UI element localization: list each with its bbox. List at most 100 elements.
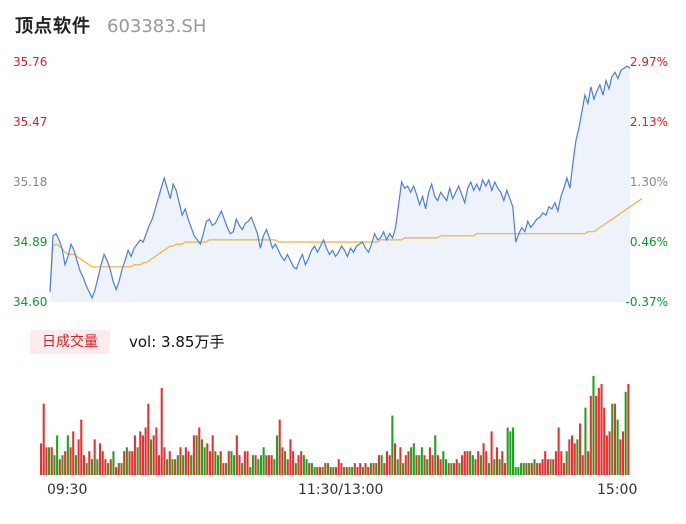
volume-bar (281, 447, 284, 475)
volume-bar (361, 467, 364, 475)
volume-bar (208, 451, 212, 475)
price-label-2: 35.47 (13, 115, 48, 129)
volume-bar (144, 427, 147, 475)
volume-bar (603, 407, 606, 475)
volume-bar (40, 443, 43, 475)
stock-name: 顶点软件 (15, 16, 91, 37)
volume-bar (549, 459, 552, 475)
volume-bar (385, 451, 389, 475)
volume-bar (525, 463, 528, 475)
volume-bar (621, 431, 625, 475)
volume-bar (158, 455, 161, 475)
volume-bar (278, 419, 281, 475)
volume-bar (211, 435, 214, 475)
volume-bar (439, 459, 442, 475)
volume-bar (528, 463, 531, 475)
volume-bar (262, 447, 265, 475)
volume-bar (329, 467, 332, 475)
price-label-4: 34.89 (13, 235, 48, 249)
volume-bar (313, 467, 316, 475)
volume-bar (394, 443, 397, 475)
volume-bar (45, 447, 48, 475)
volume-bar (74, 455, 77, 475)
volume-bar (423, 455, 426, 475)
volume-bar (131, 451, 134, 475)
volume-bar (292, 451, 295, 475)
volume-bar (104, 459, 107, 475)
volume-bar (318, 467, 321, 475)
change-label-4: 0.46% (629, 235, 668, 249)
volume-bar (503, 463, 507, 475)
volume-bar (294, 463, 297, 475)
time-label-open: 09:30 (47, 482, 88, 498)
change-label-5: -0.37% (625, 295, 668, 309)
volume-bar (380, 455, 383, 475)
volume-bar (276, 435, 279, 475)
volume-bar (372, 463, 375, 475)
volume-bar (82, 455, 85, 475)
volume-bar (265, 455, 268, 475)
daily-volume-tab[interactable]: 日成交量 (30, 330, 110, 354)
volume-bar (493, 459, 496, 475)
volume-bar (163, 447, 166, 475)
volume-bar (458, 463, 461, 475)
volume-bar (155, 427, 158, 475)
volume-bar (512, 427, 515, 475)
volume-bar (471, 455, 474, 475)
volume-bar (530, 463, 533, 475)
volume-bar (53, 455, 56, 475)
volume-bar (605, 435, 608, 475)
volume-bar (115, 467, 118, 475)
volume-bar (589, 395, 592, 475)
volume-bar (450, 463, 453, 475)
volume-bar (310, 463, 313, 475)
volume-bar (509, 431, 512, 475)
volume-bar (343, 467, 346, 475)
volume-readout: vol: 3.85万手 (129, 333, 225, 351)
volume-bar (431, 455, 434, 475)
volume-bar (579, 423, 582, 475)
volume-bar (557, 427, 560, 475)
volume-bar (495, 447, 498, 475)
volume-bar (613, 403, 616, 475)
price-line (49, 65, 631, 300)
volume-bar (517, 467, 520, 475)
volume-bar (442, 451, 445, 475)
volume-bar (77, 439, 80, 475)
volume-bar (273, 459, 276, 475)
volume-bar (404, 455, 407, 475)
volume-bar (624, 391, 627, 475)
volume-bar (560, 451, 563, 475)
volume-bar (69, 447, 72, 475)
volume-bar (356, 467, 359, 475)
volume-bar (235, 435, 238, 475)
volume-bar (190, 455, 193, 475)
volume-bar (477, 451, 480, 475)
volume-bar (611, 403, 614, 475)
volume-bar (455, 459, 458, 475)
volume-bar (595, 395, 598, 475)
volume-bar (219, 451, 222, 475)
volume-bar (388, 455, 391, 475)
volume-bar (85, 463, 88, 475)
volume-bar (554, 451, 557, 475)
volume-bar (434, 435, 437, 475)
volume-bar (627, 383, 630, 475)
volume-bar (369, 463, 372, 475)
volume-bar (619, 439, 622, 475)
volume-bar (536, 463, 539, 475)
volume-bar (544, 451, 547, 475)
volume-bar (147, 403, 150, 475)
volume-bar (149, 439, 153, 475)
volume-bar (364, 463, 367, 475)
volume-bar (225, 463, 228, 475)
volume-bar (616, 419, 619, 475)
volume-bar (176, 455, 179, 475)
volume-bar (174, 459, 177, 475)
volume-bar (415, 455, 418, 475)
volume-bar (501, 451, 504, 475)
volume-bar (576, 439, 579, 475)
volume-bar (308, 463, 311, 475)
volume-bar (453, 463, 456, 475)
volume-bar (206, 443, 209, 475)
